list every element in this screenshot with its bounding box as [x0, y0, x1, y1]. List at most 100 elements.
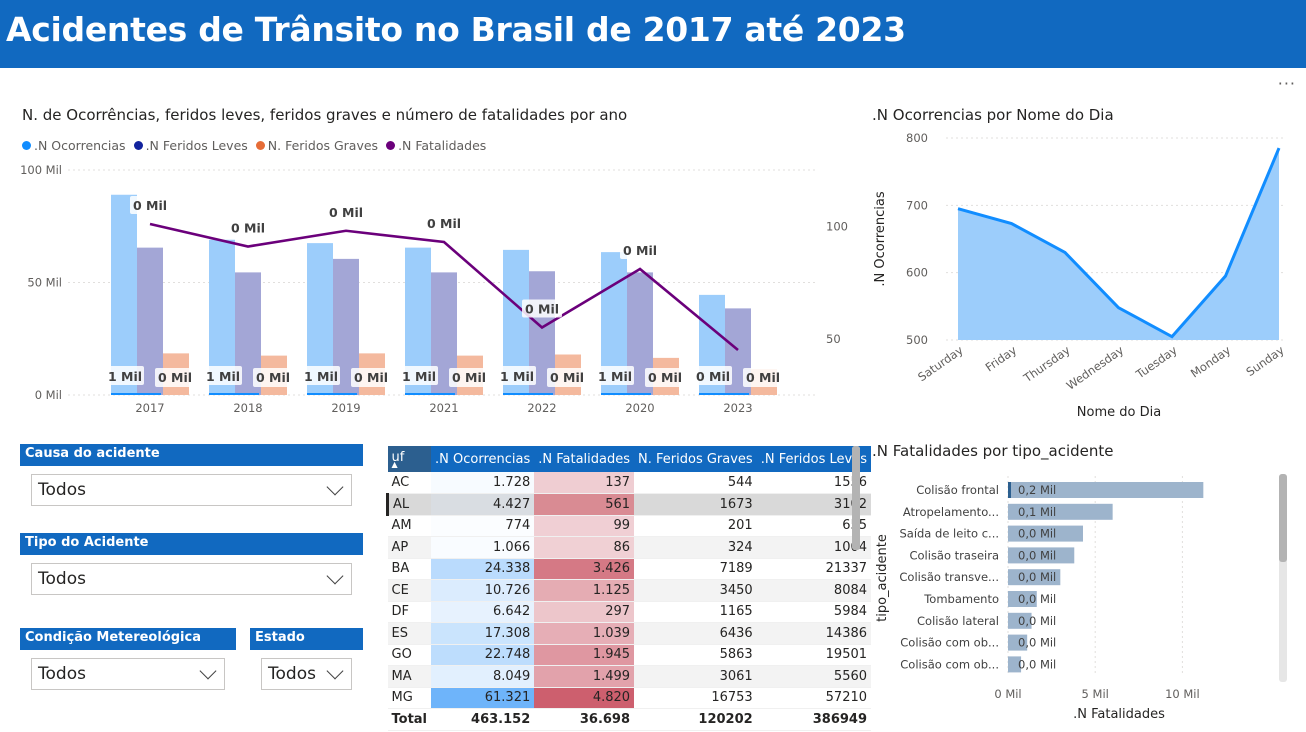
- legend-item-ocorrencias[interactable]: .N Ocorrencias: [22, 138, 126, 153]
- legend-item-feridos-leves[interactable]: .N Feridos Leves: [133, 138, 248, 153]
- data-label: 0 Mil: [452, 370, 486, 385]
- hbar-scrollbar[interactable]: [1279, 474, 1287, 682]
- hbar-chart[interactable]: 0 Mil 5 Mil 10 Mil Colisão frontal 0,2 Mil At…: [866, 470, 1306, 728]
- slicer-tipo-dropdown[interactable]: Todos: [31, 563, 352, 595]
- table-row[interactable]: MG 61.321 4.820 16753 57210: [387, 687, 872, 709]
- category-label: Tombamento: [923, 592, 999, 606]
- cell-ocorrencias: 61.321: [431, 687, 535, 709]
- x-tick-label: Wednesday: [1064, 343, 1127, 393]
- table-scroll-thumb[interactable]: [852, 446, 860, 550]
- table-row[interactable]: CE 10.726 1.125 3450 8084: [387, 579, 872, 602]
- cell-fatalidades: 561: [534, 493, 635, 516]
- data-label: 0 Mil: [158, 370, 192, 385]
- cell-uf: AC: [387, 472, 432, 494]
- data-label-bg: [743, 368, 783, 387]
- chevron-down-icon: [326, 662, 344, 680]
- x-tick-label: 10 Mil: [1165, 687, 1200, 701]
- legend-dot-icon: [386, 141, 396, 150]
- column-header-uf[interactable]: uf ▲: [387, 446, 432, 472]
- data-label-bg: [204, 366, 242, 385]
- legend-dot-icon: [133, 141, 143, 150]
- hbar-scroll-thumb[interactable]: [1279, 474, 1287, 562]
- cell-feridos-leves: 19501: [756, 644, 872, 666]
- cell-ocorrencias: 17.308: [431, 622, 535, 645]
- data-label: 0,0 Mil: [1018, 657, 1056, 671]
- data-label: 0 Mil: [256, 370, 290, 385]
- cell-fatalidades: 4.820: [534, 687, 635, 709]
- data-label: 0 Mil: [427, 216, 461, 231]
- combo-chart[interactable]: 100 Mil 50 Mil 0 Mil 100 50 2017 1 Mil 0 Mil 201…: [0, 158, 860, 418]
- cell-uf: MG: [387, 687, 432, 709]
- bar-fatalidades: [1008, 525, 1083, 542]
- table-row[interactable]: DF 6.642 297 1165 5984: [387, 601, 872, 623]
- y-tick-label: 600: [906, 266, 928, 280]
- total-cell: 36.698: [534, 708, 635, 731]
- data-label: 0 Mil: [550, 370, 584, 385]
- cell-feridos-leves: 57210: [756, 687, 872, 709]
- slicer-estado-dropdown[interactable]: Todos: [261, 658, 352, 690]
- bar-small-base: [699, 393, 749, 395]
- data-label-bg: [424, 214, 464, 232]
- column-header-feridos-graves[interactable]: N. Feridos Graves: [634, 446, 757, 472]
- slicer-condicao-dropdown[interactable]: Todos: [31, 658, 225, 690]
- table-row[interactable]: MA 8.049 1.499 3061 5560: [387, 665, 872, 688]
- bar-small-base: [503, 393, 553, 395]
- cell-uf: AP: [387, 536, 432, 559]
- table-row[interactable]: GO 22.748 1.945 5863 19501: [387, 644, 872, 666]
- y-tick-label: 0 Mil: [35, 388, 62, 402]
- slicer-causa-value: Todos: [38, 480, 86, 500]
- table-row[interactable]: AC 1.728 137 544 1556: [387, 472, 872, 494]
- cell-feridos-graves: 3450: [634, 579, 757, 602]
- slicer-causa-header: Causa do acidente: [20, 444, 363, 466]
- data-label: 0,0 Mil: [1018, 527, 1056, 541]
- data-label: 0 Mil: [133, 198, 167, 213]
- table-row[interactable]: ES 17.308 1.039 6436 14386: [387, 622, 872, 645]
- bar-small-base: [209, 393, 259, 395]
- slicer-causa-dropdown[interactable]: Todos: [31, 474, 352, 506]
- cell-fatalidades: 1.945: [534, 644, 635, 666]
- data-label: 1 Mil: [108, 369, 142, 384]
- table-row[interactable]: AM77499201655: [387, 515, 872, 537]
- cell-feridos-graves: 16753: [634, 687, 757, 709]
- table-row[interactable]: BA 24.338 3.426 7189 21337: [387, 558, 872, 580]
- data-label: 0,0 Mil: [1018, 614, 1056, 628]
- cell-fatalidades: 1.039: [534, 622, 635, 645]
- cell-uf: ES: [387, 622, 432, 645]
- slicer-tipo-header: Tipo do Acidente: [20, 533, 363, 555]
- uf-table[interactable]: uf ▲ .N Ocorrencias .N Fatalidades N. Fer…: [386, 446, 872, 731]
- data-label: 1 Mil: [206, 369, 240, 384]
- legend-dot-icon: [22, 141, 31, 150]
- legend-item-feridos-graves[interactable]: N. Feridos Graves: [255, 138, 378, 153]
- cell-feridos-graves: 6436: [634, 622, 757, 645]
- more-options-button[interactable]: ···: [1277, 74, 1296, 93]
- report-header: Acidentes de Trânsito no Brasil de 2017 …: [0, 0, 1306, 68]
- legend-dot-icon: [255, 141, 265, 150]
- cell-feridos-graves: 201: [634, 515, 757, 537]
- total-cell: 386949: [756, 708, 872, 731]
- y-tick-label: 700: [906, 198, 928, 212]
- y-axis-title: tipo_acidente: [875, 534, 890, 622]
- data-label-bg: [547, 368, 587, 387]
- cell-feridos-graves: 7189: [634, 558, 757, 580]
- cell-uf: AM: [387, 515, 432, 537]
- x-axis-title: .N Fatalidades: [1073, 707, 1165, 722]
- column-header-feridos-leves[interactable]: .N Feridos Leves: [756, 446, 872, 472]
- column-header-fatalidades[interactable]: .N Fatalidades: [534, 446, 635, 472]
- table-row[interactable]: AP 1.066 86 324 1004: [387, 536, 872, 559]
- legend-item-fatalidades[interactable]: .N Fatalidades: [386, 138, 486, 153]
- cell-feridos-leves: 5984: [756, 601, 872, 623]
- data-label: 0,0 Mil: [1018, 592, 1056, 606]
- cell-ocorrencias: 8.049: [431, 665, 535, 688]
- cell-feridos-graves: 1673: [634, 493, 757, 516]
- cell-feridos-leves: 21337: [756, 558, 872, 580]
- cell-feridos-graves: 1165: [634, 601, 757, 623]
- data-label-bg: [130, 196, 170, 214]
- x-tick-label: Saturday: [915, 343, 966, 384]
- data-label-bg: [106, 366, 144, 385]
- category-label: Colisão lateral: [917, 614, 999, 628]
- bar-ocorrencias: [111, 194, 137, 395]
- column-header-ocorrencias[interactable]: .N Ocorrencias: [431, 446, 535, 472]
- table-row[interactable]: AL 4.427 561 1673 3102: [386, 493, 872, 516]
- data-label: 0 Mil: [746, 370, 780, 385]
